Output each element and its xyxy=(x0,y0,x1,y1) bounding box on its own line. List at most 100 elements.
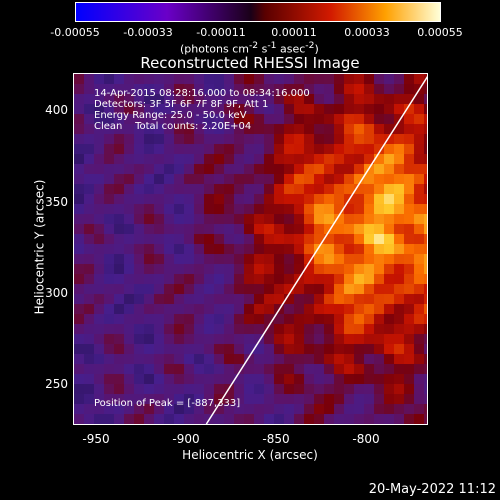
heatmap-cell xyxy=(84,304,94,314)
heatmap-cell xyxy=(104,164,114,174)
heatmap-cell xyxy=(384,284,394,294)
heatmap-cell xyxy=(264,164,274,174)
heatmap-cell xyxy=(184,284,194,294)
heatmap-cell xyxy=(294,104,304,114)
heatmap-cell xyxy=(174,304,184,314)
heatmap-cell xyxy=(74,404,84,414)
heatmap-cell xyxy=(344,354,354,364)
heatmap-cell xyxy=(404,214,414,224)
heatmap-cell xyxy=(414,364,424,374)
heatmap-cell xyxy=(404,334,414,344)
heatmap-cell xyxy=(124,224,134,234)
heatmap-cell xyxy=(234,224,244,234)
heatmap-cell xyxy=(224,164,234,174)
heatmap-cell xyxy=(84,374,94,384)
heatmap-cell xyxy=(124,194,134,204)
heatmap-cell xyxy=(324,354,334,364)
heatmap-cell xyxy=(144,74,154,84)
heatmap-cell xyxy=(214,274,224,284)
heatmap-cell xyxy=(334,214,344,224)
heatmap-cell xyxy=(164,274,174,284)
heatmap-cell xyxy=(124,184,134,194)
heatmap-cell xyxy=(214,334,224,344)
heatmap-cell xyxy=(274,364,284,374)
heatmap-cell xyxy=(394,274,404,284)
heatmap-cell xyxy=(144,174,154,184)
heatmap-cell xyxy=(364,414,374,424)
heatmap-cell xyxy=(114,114,124,124)
heatmap-cell xyxy=(144,264,154,274)
heatmap-cell xyxy=(184,374,194,384)
heatmap-cell xyxy=(264,364,274,374)
heatmap-cell xyxy=(414,184,424,194)
heatmap-cell xyxy=(194,94,204,104)
heatmap-cell xyxy=(154,134,164,144)
heatmap-cell xyxy=(84,284,94,294)
heatmap-cell xyxy=(134,184,144,194)
heatmap-cell xyxy=(134,174,144,184)
heatmap-cell xyxy=(254,404,264,414)
heatmap-cell xyxy=(404,114,414,124)
heatmap-cell xyxy=(214,104,224,114)
heatmap-cell xyxy=(124,264,134,274)
heatmap-cell xyxy=(374,304,384,314)
heatmap-cell xyxy=(364,404,374,414)
heatmap-cell xyxy=(314,154,324,164)
heatmap-cell xyxy=(324,244,334,254)
heatmap-cell xyxy=(304,344,314,354)
heatmap-cell xyxy=(374,384,384,394)
heatmap-cell xyxy=(74,284,84,294)
heatmap-cell xyxy=(224,404,234,414)
heatmap-cell xyxy=(264,124,274,134)
heatmap-cell xyxy=(124,364,134,374)
heatmap-cell xyxy=(404,184,414,194)
heatmap-cell xyxy=(284,104,294,114)
heatmap-cell xyxy=(374,204,384,214)
heatmap-cell xyxy=(244,374,254,384)
heatmap-cell xyxy=(134,364,144,374)
heatmap-cell xyxy=(174,134,184,144)
heatmap-cell xyxy=(84,134,94,144)
heatmap-cell xyxy=(284,344,294,354)
heatmap-cell xyxy=(294,204,304,214)
heatmap-cell xyxy=(324,314,334,324)
heatmap-cell xyxy=(244,104,254,114)
heatmap-cell xyxy=(84,394,94,404)
heatmap-cell xyxy=(404,204,414,214)
heatmap-cell xyxy=(94,124,104,134)
heatmap-cell xyxy=(354,84,364,94)
heatmap-cell xyxy=(394,154,404,164)
heatmap-cell xyxy=(244,354,254,364)
heatmap-cell xyxy=(224,334,234,344)
heatmap-cell xyxy=(94,114,104,124)
heatmap-cell xyxy=(84,414,94,424)
heatmap-cell xyxy=(204,284,214,294)
heatmap-cell xyxy=(254,414,264,424)
heatmap-cell xyxy=(174,184,184,194)
heatmap-cell xyxy=(404,154,414,164)
heatmap-cell xyxy=(314,94,324,104)
heatmap-cell xyxy=(374,374,384,384)
heatmap-cell xyxy=(214,384,224,394)
heatmap-cell xyxy=(304,174,314,184)
heatmap-cell xyxy=(224,114,234,124)
colorbar-tick: -0.00011 xyxy=(196,26,246,39)
heatmap-cell xyxy=(174,244,184,254)
heatmap-cell xyxy=(344,184,354,194)
heatmap-cell xyxy=(264,224,274,234)
heatmap-cell xyxy=(144,114,154,124)
heatmap-cell xyxy=(254,164,264,174)
heatmap-cell xyxy=(84,244,94,254)
heatmap-cell xyxy=(404,404,414,414)
heatmap-cell xyxy=(354,234,364,244)
heatmap-cell xyxy=(424,164,427,174)
heatmap-cell xyxy=(84,254,94,264)
heatmap-cell xyxy=(404,254,414,264)
heatmap-cell xyxy=(404,94,414,104)
heatmap-cell xyxy=(224,254,234,264)
heatmap-cell xyxy=(204,164,214,174)
heatmap-cell xyxy=(254,314,264,324)
heatmap-cell xyxy=(374,394,384,404)
heatmap-cell xyxy=(204,304,214,314)
heatmap-cell xyxy=(174,274,184,284)
